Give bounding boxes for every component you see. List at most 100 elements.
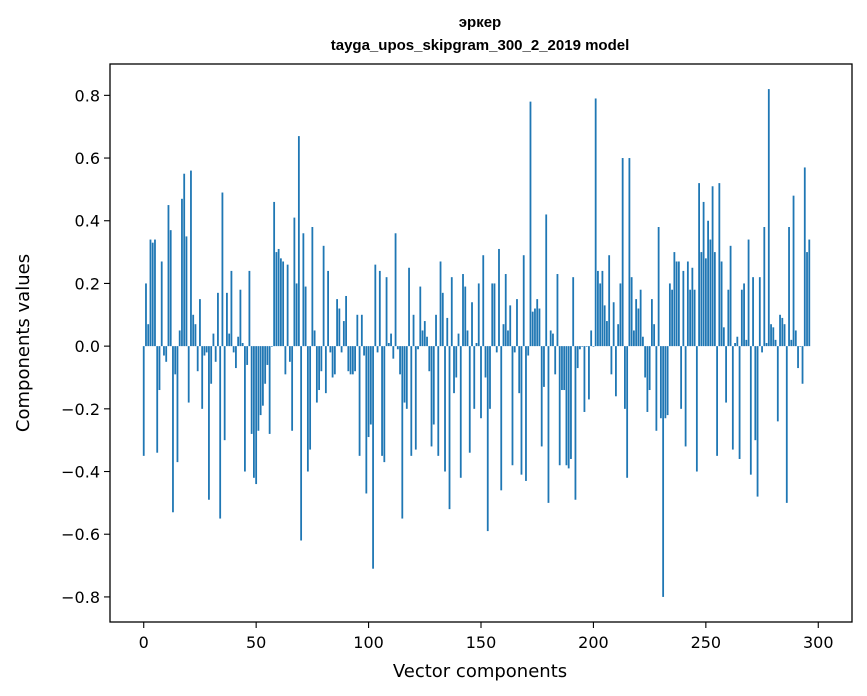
bar-56 [268, 346, 271, 434]
bar-85 [333, 346, 336, 375]
bar-137 [450, 277, 453, 347]
bar-133 [441, 292, 444, 347]
bar-131 [437, 346, 440, 456]
bar-175 [536, 299, 539, 347]
bar-241 [684, 346, 687, 447]
bar-72 [304, 286, 307, 347]
bar-3 [149, 239, 152, 347]
bar-142 [462, 274, 464, 347]
bar-229 [657, 227, 660, 347]
bar-198 [588, 346, 590, 400]
bar-242 [686, 261, 689, 347]
bar-262 [731, 346, 734, 450]
bar-251 [707, 220, 709, 347]
bar-289 [792, 195, 795, 347]
bar-135 [446, 317, 449, 347]
bar-202 [597, 270, 599, 347]
bar-271 [752, 277, 754, 347]
bar-270 [749, 346, 752, 475]
bar-166 [516, 299, 518, 347]
bar-31 [212, 333, 215, 347]
bar-191 [572, 277, 575, 347]
bar-14 [174, 346, 177, 375]
bar-236 [673, 252, 676, 347]
plot-frame [109, 63, 853, 623]
bar-99 [365, 346, 368, 494]
bar-221 [639, 289, 642, 347]
bar-250 [704, 258, 707, 347]
bar-292 [799, 346, 802, 347]
bar-95 [356, 314, 359, 347]
bar-196 [583, 346, 586, 412]
bar-178 [543, 346, 545, 387]
bar-58 [273, 201, 276, 347]
bar-111 [392, 346, 395, 359]
bar-37 [226, 292, 228, 347]
bar-243 [689, 289, 692, 347]
bar-203 [599, 283, 602, 347]
bar-253 [711, 186, 714, 347]
bar-19 [185, 236, 188, 347]
bar-29 [208, 346, 210, 500]
bar-32 [214, 346, 217, 362]
bar-195 [581, 346, 584, 347]
bar-128 [430, 346, 433, 447]
bar-184 [556, 274, 559, 347]
bar-167 [518, 346, 521, 394]
bar-130 [435, 314, 437, 347]
x-tick-label: 100 [353, 633, 384, 652]
bar-187 [563, 346, 566, 391]
bar-263 [734, 343, 736, 347]
bar-4 [151, 242, 154, 347]
bar-277 [765, 343, 768, 347]
bar-129 [432, 346, 435, 425]
bar-239 [680, 346, 683, 409]
bar-68 [295, 283, 298, 347]
bar-16 [178, 330, 181, 347]
bar-172 [529, 101, 532, 347]
bar-190 [570, 346, 572, 459]
bar-117 [405, 346, 408, 409]
bar-47 [248, 270, 251, 347]
y-tick-label: 0.6 [75, 149, 100, 168]
bar-287 [788, 227, 790, 347]
bar-33 [217, 292, 219, 347]
bar-60 [277, 248, 280, 347]
bar-173 [531, 311, 534, 347]
bar-267 [743, 283, 745, 347]
bar-219 [635, 299, 638, 347]
bar-88 [340, 346, 343, 353]
bar-215 [626, 346, 629, 478]
bar-205 [603, 305, 606, 347]
x-tick-label: 50 [246, 633, 266, 652]
bar-212 [619, 283, 622, 347]
bar-42 [237, 336, 240, 347]
bar-201 [594, 98, 597, 347]
bar-248 [700, 252, 703, 347]
bar-91 [347, 346, 350, 372]
bar-284 [781, 317, 784, 347]
bar-36 [223, 346, 226, 441]
bar-122 [417, 346, 419, 350]
bar-64 [286, 264, 289, 347]
bar-6 [156, 346, 159, 453]
bar-65 [288, 346, 291, 362]
bar-12 [169, 230, 172, 347]
y-axis-label: Components values [13, 254, 34, 432]
bar-247 [698, 183, 700, 347]
bar-8 [160, 261, 163, 347]
bar-170 [525, 346, 527, 481]
bar-225 [648, 346, 651, 391]
bar-200 [592, 346, 595, 347]
bar-217 [630, 277, 633, 347]
bar-52 [259, 346, 262, 416]
bar-245 [693, 289, 696, 347]
bar-11 [167, 205, 170, 347]
y-tick-label: 0.0 [75, 337, 100, 356]
bar-281 [774, 339, 777, 347]
bar-7 [158, 346, 161, 391]
bar-76 [313, 330, 316, 347]
bar-124 [421, 330, 424, 347]
bar-79 [320, 346, 323, 372]
